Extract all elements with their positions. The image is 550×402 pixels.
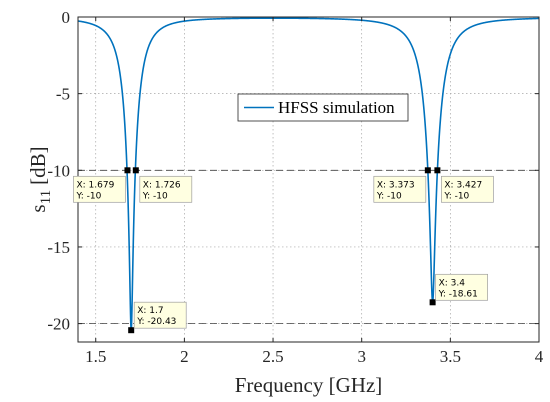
x-axis-label: Frequency [GHz] [235, 373, 383, 397]
datatip-y-1: Y: -10 [142, 191, 168, 201]
datatip-marker-5 [430, 299, 436, 305]
x-tick-label-5: 4 [535, 347, 544, 366]
datatip-y-4: Y: -10 [443, 191, 469, 201]
datatip-x-2: X: 1.7 [137, 306, 163, 316]
datatip-x-1: X: 1.726 [143, 180, 181, 190]
y-axis-label-main: s [26, 204, 50, 212]
datatip-marker-2 [128, 327, 134, 333]
datatip-y-0: Y: -10 [75, 191, 101, 201]
x-tick-label-2: 2.5 [262, 347, 283, 366]
legend: HFSS simulation [238, 94, 408, 121]
y-axis-label: s11 [dB] [26, 146, 54, 212]
datatip-x-5: X: 3.4 [439, 278, 466, 288]
datatip-x-4: X: 3.427 [444, 180, 482, 190]
datatip-y-2: Y: -20.43 [136, 317, 176, 327]
datatip-y-3: Y: -10 [376, 191, 402, 201]
datatip-2: X: 1.7Y: -20.43 [134, 302, 186, 328]
datatip-y-5: Y: -18.61 [438, 289, 478, 299]
y-axis-label-subscript: 11 [38, 190, 54, 204]
datatip-marker-3 [425, 167, 431, 173]
y-tick-label-4: -20 [47, 315, 70, 334]
datatip-marker-4 [434, 167, 440, 173]
y-tick-label-0: 0 [62, 8, 71, 27]
x-tick-label-0: 1.5 [85, 347, 106, 366]
x-tick-label-3: 3 [357, 347, 366, 366]
datatip-x-3: X: 3.373 [377, 180, 415, 190]
y-tick-label-3: -15 [47, 238, 70, 257]
y-axis-label-unit: [dB] [26, 146, 50, 185]
datatip-5: X: 3.4Y: -18.61 [436, 274, 488, 300]
datatip-marker-0 [124, 167, 130, 173]
x-tick-label-4: 3.5 [440, 347, 461, 366]
y-tick-label-2: -10 [47, 161, 70, 180]
datatip-marker-1 [133, 167, 139, 173]
legend-label-hfss: HFSS simulation [278, 98, 395, 117]
datatip-x-0: X: 1.679 [76, 180, 114, 190]
y-tick-label-1: -5 [56, 85, 70, 104]
x-tick-label-1: 2 [180, 347, 189, 366]
